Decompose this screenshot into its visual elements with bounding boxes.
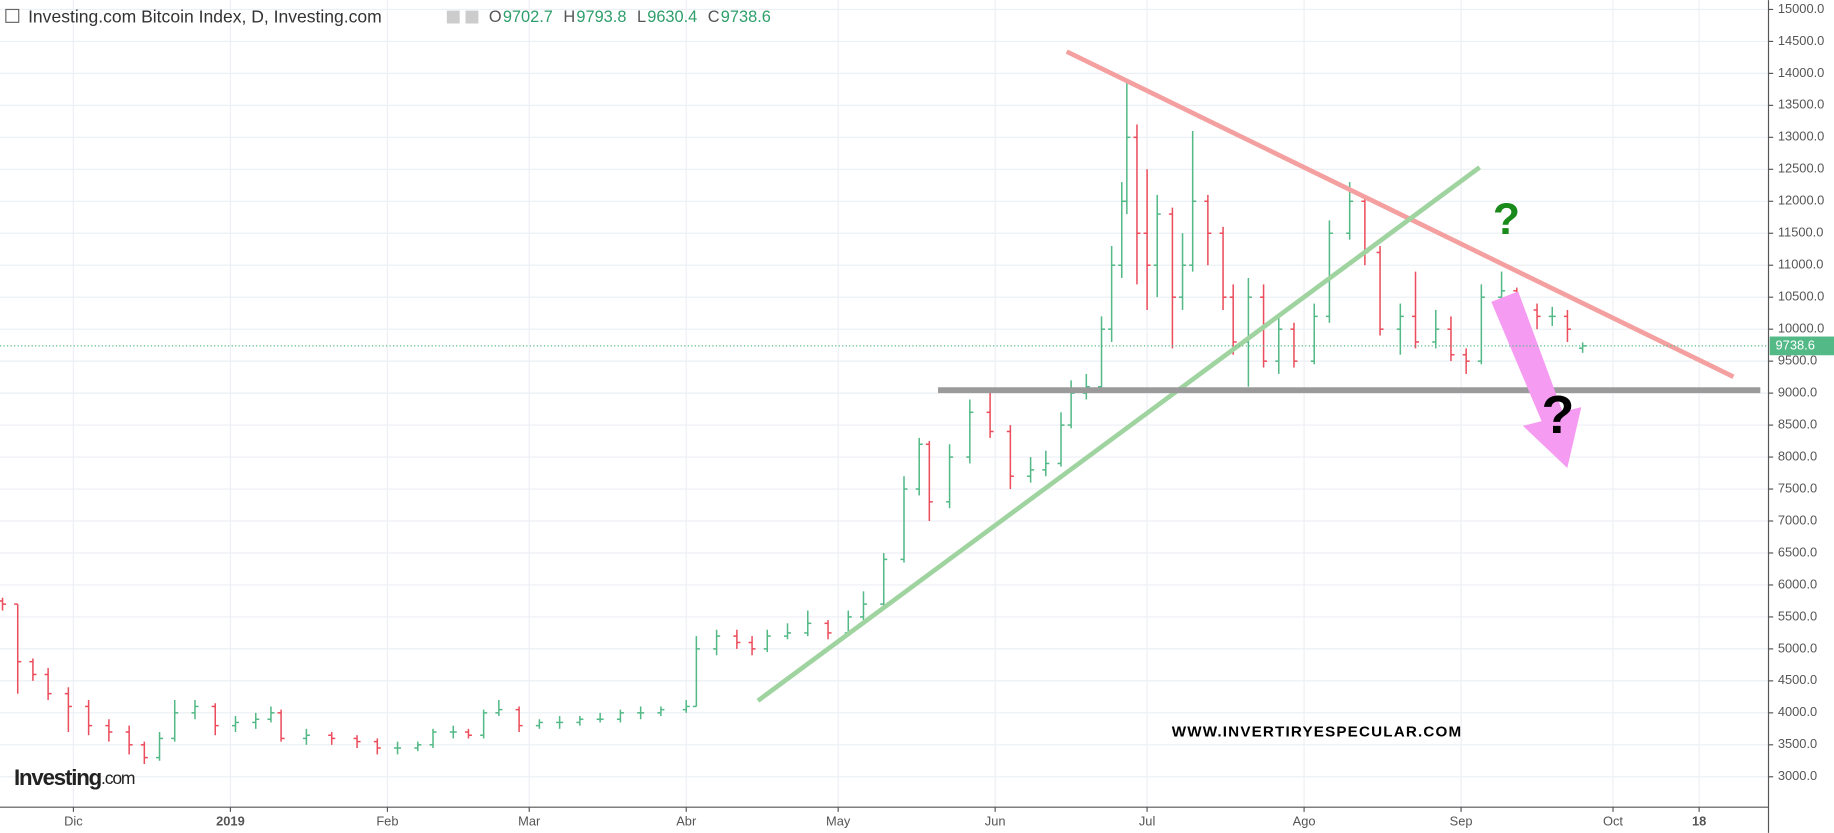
- x-tick-label: Sep: [1450, 814, 1473, 829]
- ohlc-label: H: [563, 8, 575, 26]
- menu-icon[interactable]: [5, 8, 20, 23]
- y-tick-label: 7000.0: [1778, 512, 1817, 527]
- last-price-box: [1769, 336, 1834, 356]
- y-tick-label: 14000.0: [1778, 65, 1824, 80]
- resistance-line: [1065, 49, 1735, 379]
- x-tick-label: May: [826, 814, 851, 829]
- y-tick-label: 3500.0: [1778, 736, 1817, 751]
- y-tick-label: 10500.0: [1778, 289, 1824, 304]
- y-tick-label: 7500.0: [1778, 480, 1817, 495]
- logo-main: Investing: [14, 765, 102, 790]
- question-mark: ?: [1542, 385, 1575, 445]
- y-tick-label: 9500.0: [1778, 353, 1817, 368]
- x-tick-label: Oct: [1603, 814, 1623, 829]
- watermark: WWW.INVERTIRYESPECULAR.COM: [1172, 723, 1463, 740]
- y-tick-label: 5500.0: [1778, 608, 1817, 623]
- y-tick-label: 11000.0: [1778, 257, 1824, 272]
- x-tick-label: Feb: [376, 814, 398, 829]
- support-line: [756, 165, 1481, 703]
- x-tick-label: 2019: [216, 814, 245, 829]
- x-tick-label: Abr: [676, 814, 697, 829]
- x-tick-label: Jul: [1139, 814, 1155, 829]
- ohlc-header: O 9702.7 H 9793.8 L 9630.4 C 9738.6: [489, 8, 771, 26]
- x-tick-label: Mar: [518, 814, 541, 829]
- ohlc-value: 9630.4: [647, 8, 697, 26]
- horizontal-level: [938, 387, 1761, 394]
- ohlc-label: O: [489, 8, 502, 26]
- y-tick-label: 9000.0: [1778, 385, 1817, 400]
- y-tick-label: 10000.0: [1778, 321, 1824, 336]
- logo-suffix: .com: [101, 768, 135, 788]
- last-price-label: 9738.6: [1776, 337, 1815, 352]
- y-tick-label: 8500.0: [1778, 416, 1817, 431]
- down-arrow: [1491, 291, 1582, 468]
- ohlc-value: 9702.7: [503, 8, 553, 26]
- y-tick-label: 14500.0: [1778, 33, 1824, 48]
- y-tick-label: 8000.0: [1778, 448, 1817, 463]
- y-tick-label: 3000.0: [1778, 768, 1817, 783]
- ohlc-label: L: [637, 8, 646, 26]
- y-tick-label: 12500.0: [1778, 161, 1824, 176]
- x-tick-label: Jun: [985, 814, 1006, 829]
- y-tick-label: 5000.0: [1778, 640, 1817, 655]
- x-tick-label: Dic: [64, 814, 83, 829]
- question-mark: ?: [1493, 195, 1520, 244]
- y-tick-label: 4000.0: [1778, 704, 1817, 719]
- ohlc-value: 9793.8: [576, 8, 626, 26]
- y-tick-label: 11500.0: [1778, 225, 1824, 240]
- x-tick-label: 18: [1692, 814, 1706, 829]
- settings-icon[interactable]: [446, 10, 460, 24]
- y-tick-label: 6500.0: [1778, 544, 1817, 559]
- y-tick-label: 6000.0: [1778, 576, 1817, 591]
- close-icon[interactable]: [465, 10, 479, 24]
- y-tick-label: 12000.0: [1778, 193, 1824, 208]
- ohlc-value: 9738.6: [721, 8, 771, 26]
- y-tick-label: 15000.0: [1778, 1, 1824, 16]
- y-tick-label: 4500.0: [1778, 672, 1817, 687]
- logo: Investing.com: [14, 765, 135, 790]
- chart-title: Investing.com Bitcoin Index, D, Investin…: [28, 6, 382, 26]
- x-tick-label: Ago: [1293, 814, 1316, 829]
- ohlc-label: C: [708, 8, 720, 26]
- y-tick-label: 13000.0: [1778, 129, 1824, 144]
- y-tick-label: 13500.0: [1778, 97, 1824, 112]
